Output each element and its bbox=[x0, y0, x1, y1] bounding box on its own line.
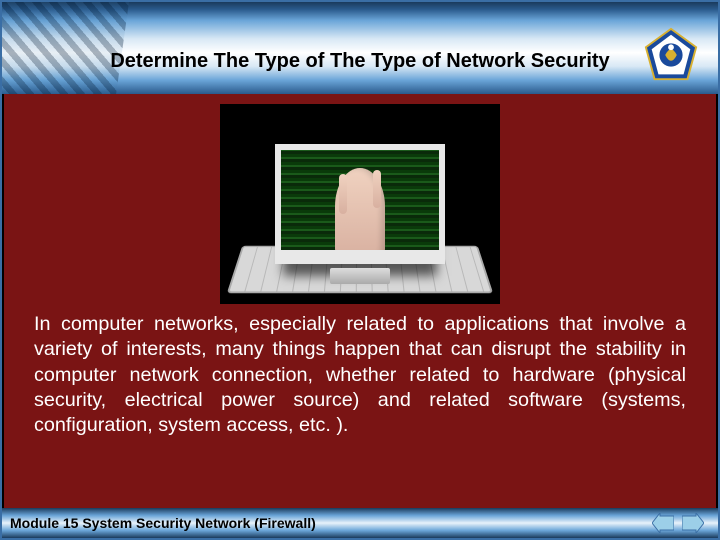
hand-graphic bbox=[335, 168, 385, 250]
slide: Determine The Type of The Type of Networ… bbox=[0, 0, 720, 540]
monitor-graphic bbox=[275, 144, 445, 264]
logo-badge bbox=[642, 26, 700, 84]
prev-button[interactable] bbox=[650, 512, 676, 534]
body-text: In computer networks, especially related… bbox=[34, 312, 686, 439]
footer-text: Module 15 System Security Network (Firew… bbox=[10, 515, 650, 531]
footer-band: Module 15 System Security Network (Firew… bbox=[2, 508, 718, 538]
content-area: In computer networks, especially related… bbox=[4, 94, 716, 508]
slide-title: Determine The Type of The Type of Networ… bbox=[2, 50, 718, 73]
header-band bbox=[2, 2, 718, 94]
screen-graphic bbox=[281, 150, 439, 250]
arrow-left-icon bbox=[652, 513, 674, 533]
arrow-right-icon bbox=[682, 513, 704, 533]
next-button[interactable] bbox=[680, 512, 706, 534]
center-image bbox=[220, 104, 500, 304]
nav-controls bbox=[650, 512, 710, 534]
shield-logo-icon bbox=[642, 26, 700, 84]
